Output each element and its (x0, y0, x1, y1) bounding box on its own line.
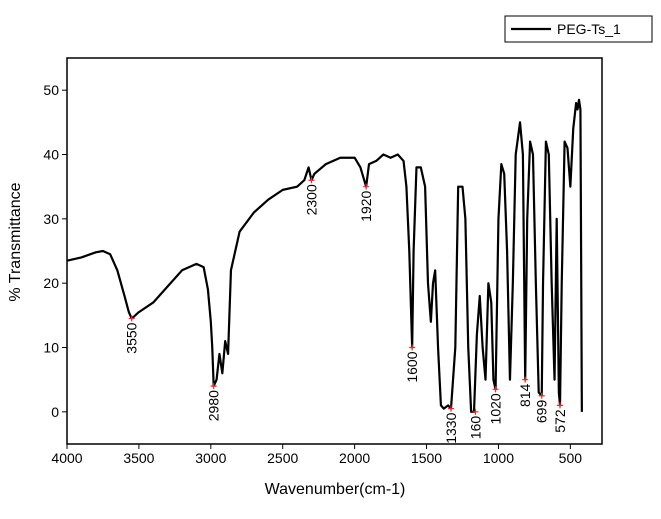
y-tick-label: 40 (43, 147, 59, 163)
peak-marker (409, 344, 416, 351)
peak-marker (210, 383, 217, 390)
y-tick-label: 30 (43, 211, 59, 227)
peak-label: 814 (517, 383, 533, 407)
peak-marker (308, 177, 315, 184)
x-axis-label: Wavenumber(cm-1) (265, 481, 406, 498)
x-tick-label: 3000 (195, 450, 226, 466)
y-tick-label: 50 (43, 82, 59, 98)
x-tick-label: 1000 (483, 450, 514, 466)
y-axis-label: % Transmittance (7, 182, 24, 301)
y-tick-label: 0 (51, 404, 59, 420)
peak-label: 3550 (124, 322, 140, 353)
peak-label: 1330 (443, 412, 459, 443)
peak-label: 2980 (206, 390, 222, 421)
peak-label: 160 (467, 416, 483, 440)
peak-marker (557, 402, 564, 409)
legend-label: PEG-Ts_1 (557, 21, 621, 37)
peak-marker (128, 315, 135, 322)
peak-label: 2300 (303, 184, 319, 215)
x-tick-label: 2000 (339, 450, 370, 466)
legend-box (504, 15, 653, 43)
peak-label: 1600 (404, 351, 420, 382)
x-tick-label: 500 (559, 450, 583, 466)
peak-marker (447, 405, 454, 412)
x-tick-label: 2500 (267, 450, 298, 466)
peak-label: 572 (552, 409, 568, 433)
y-tick-label: 20 (43, 275, 59, 291)
peak-marker (538, 392, 545, 399)
plot-frame (66, 57, 603, 445)
y-tick-label: 10 (43, 340, 59, 356)
x-tick-label: 4000 (51, 450, 82, 466)
spectrum-line (66, 98, 583, 413)
peak-marker (492, 386, 499, 393)
peak-label: 699 (534, 400, 550, 424)
x-tick-label: 1500 (411, 450, 442, 466)
x-tick-label: 3500 (123, 450, 154, 466)
peak-label: 1920 (358, 190, 374, 221)
peak-marker (363, 183, 370, 190)
peak-marker (522, 376, 529, 383)
peak-label: 1020 (488, 393, 504, 424)
peak-marker (472, 408, 479, 415)
